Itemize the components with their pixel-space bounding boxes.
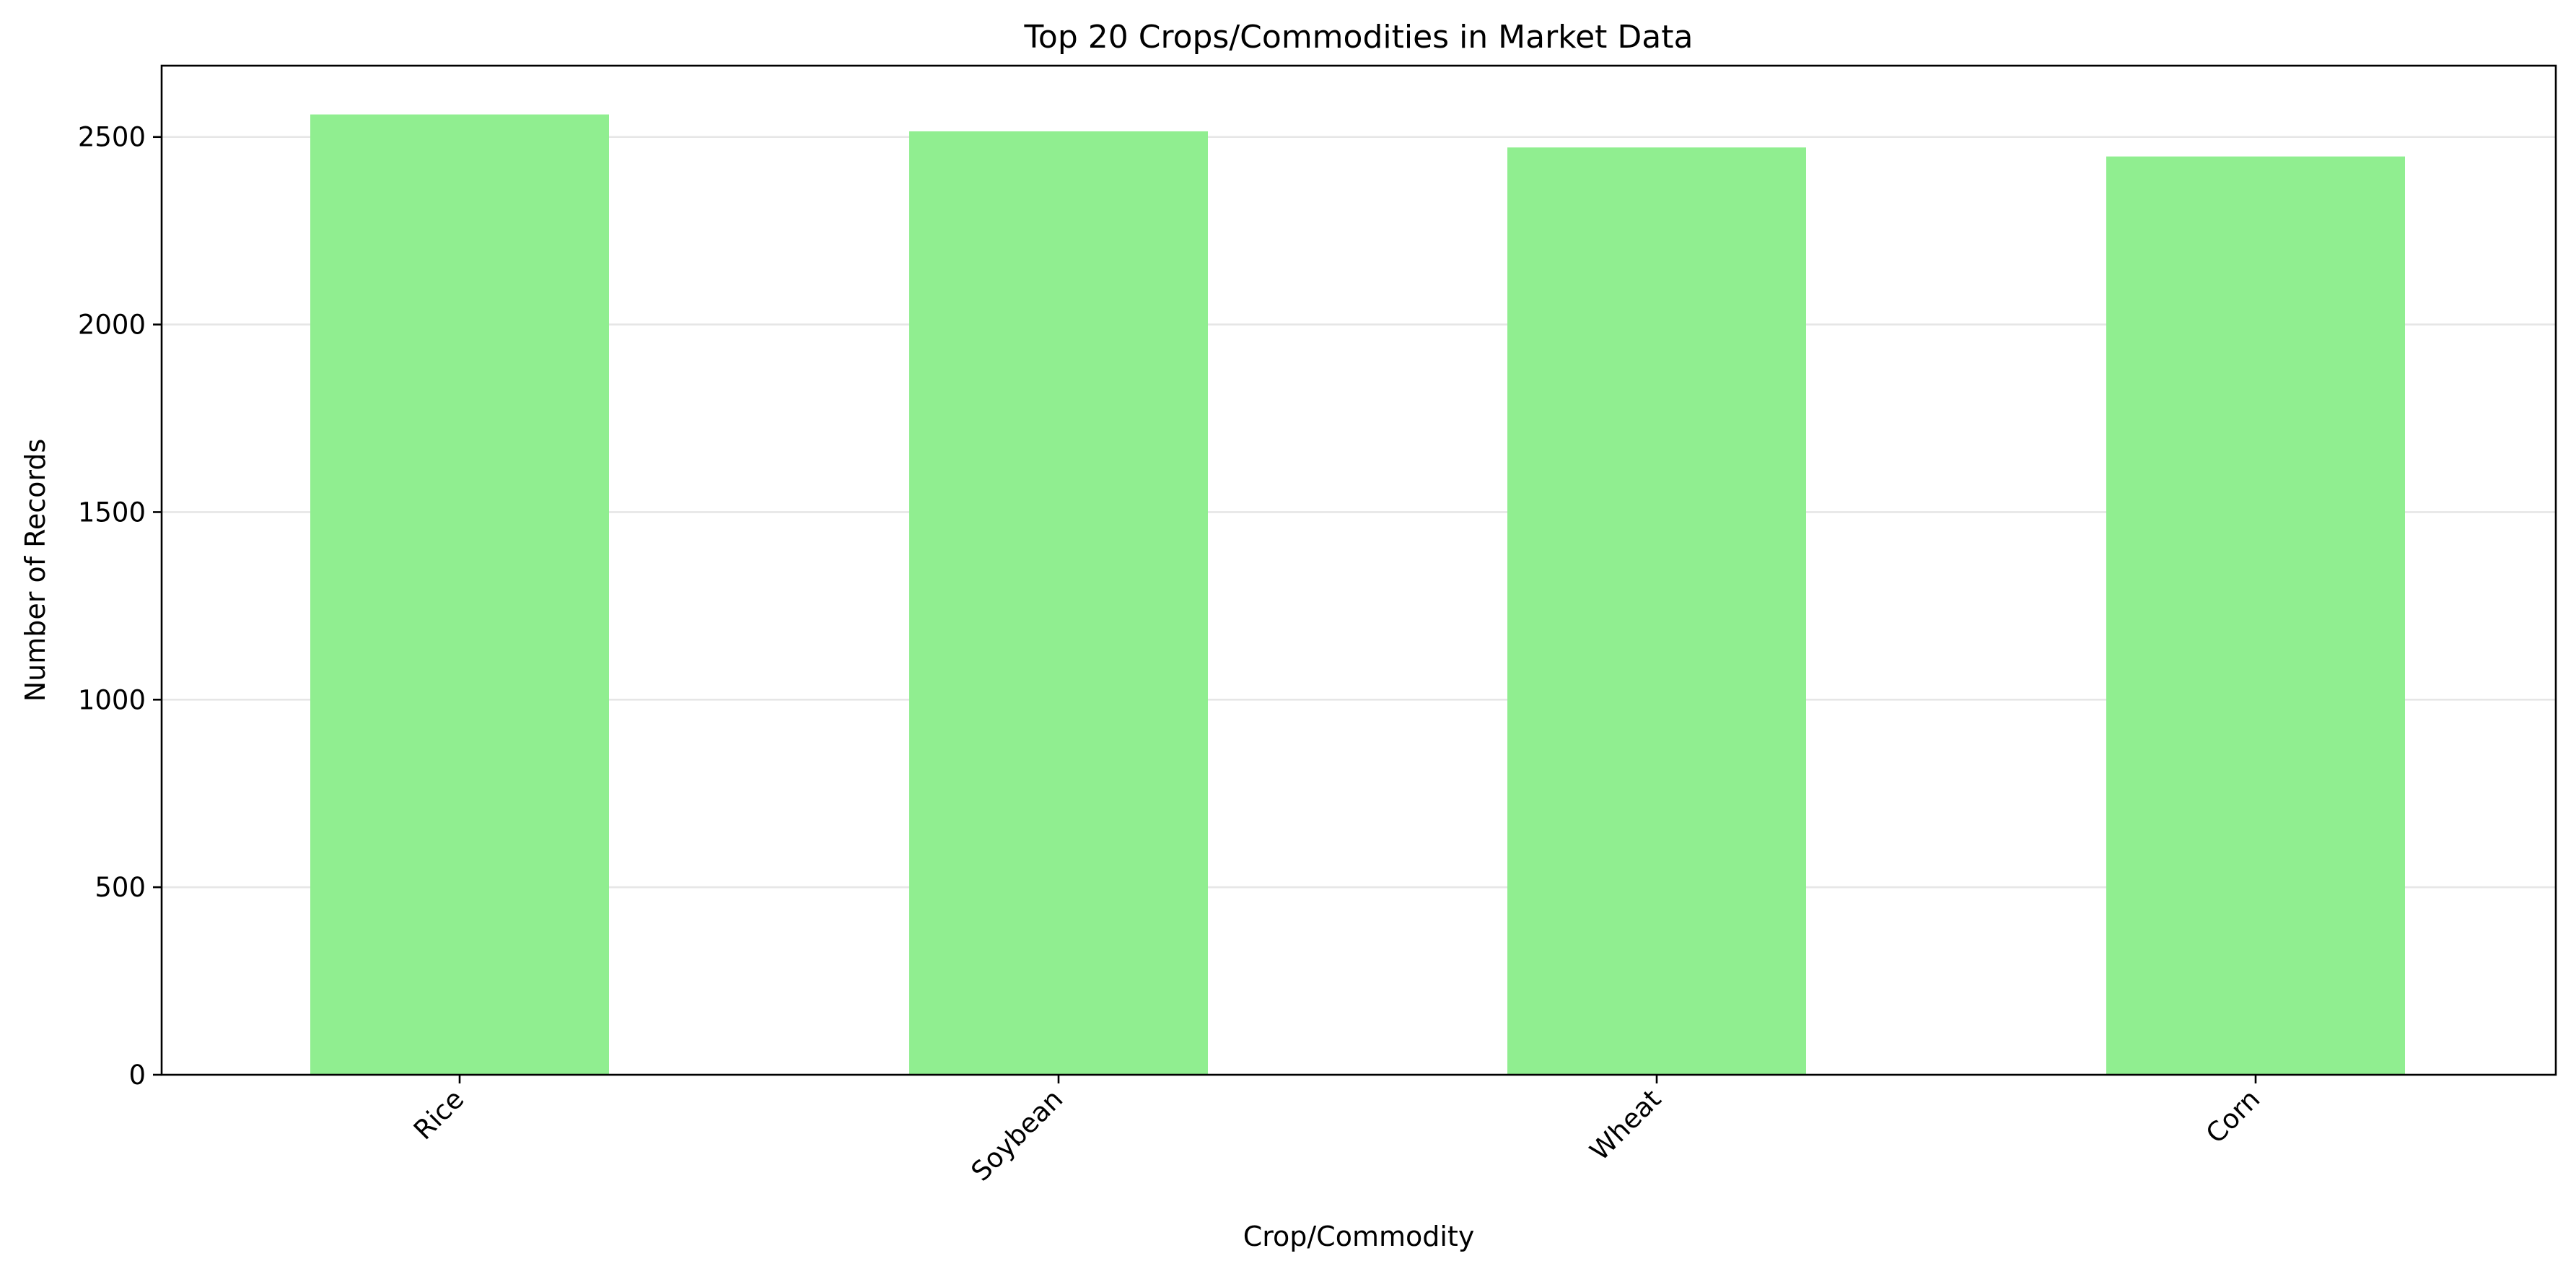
bar-corn	[2106, 156, 2405, 1075]
y-axis-label: Number of Records	[19, 439, 51, 702]
bar-soybean	[909, 131, 1208, 1075]
y-tick-label: 2000	[78, 310, 146, 341]
y-tick-label: 2500	[78, 122, 146, 153]
x-axis-label: Crop/Commodity	[1243, 1221, 1475, 1252]
y-tick-label: 1500	[78, 497, 146, 528]
bars	[310, 114, 2405, 1076]
bar-rice	[310, 114, 609, 1076]
y-tick-label: 0	[128, 1060, 146, 1091]
plot-frame	[160, 64, 2557, 1076]
x-tick-label: Corn	[2200, 1083, 2266, 1150]
y-axis-ticks: 0 500 1000 1500 2000 2500	[78, 122, 162, 1091]
x-tick-label: Rice	[408, 1083, 470, 1146]
y-tick-label: 1000	[78, 684, 146, 715]
chart-title: Top 20 Crops/Commodities in Market Data	[1024, 19, 1694, 56]
x-tick-label: Soybean	[965, 1083, 1069, 1187]
x-tick-label: Wheat	[1584, 1083, 1667, 1166]
x-axis-ticks: Rice Soybean Wheat Corn	[408, 1075, 2266, 1187]
bar-wheat	[1507, 147, 1806, 1075]
y-tick-label: 500	[95, 872, 146, 903]
